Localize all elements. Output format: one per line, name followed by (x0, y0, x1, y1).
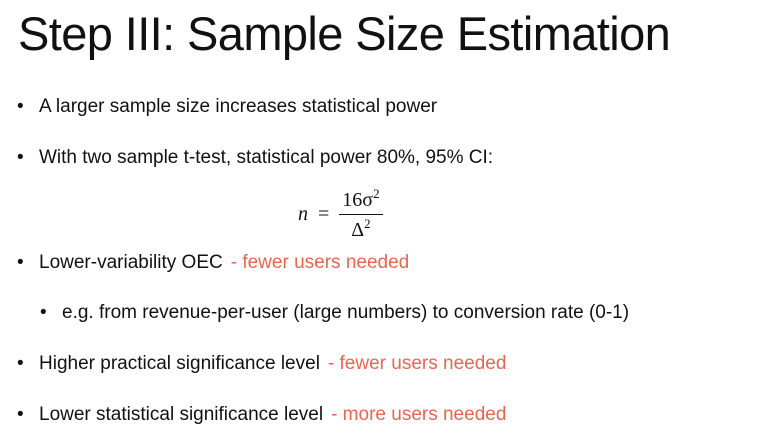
bullet-lower-variability: • Lower-variability OEC - fewer users need… (17, 251, 409, 275)
bullet-dot: • (17, 147, 24, 168)
slide-title: Step III: Sample Size Estimation (18, 7, 671, 60)
bullet-dot: • (40, 302, 47, 323)
bullet-dot: • (17, 96, 24, 117)
formula-lhs: n (298, 202, 308, 225)
bullet-dot: • (17, 353, 24, 374)
bullet-text: e.g. from revenue-per-user (large number… (62, 302, 630, 323)
bullet-practical-significance: • Higher practical significance level - fe… (17, 352, 506, 376)
bullet-text: With two sample t-test, statistical powe… (39, 147, 494, 168)
sample-size-formula: n = 16σ2 Δ2 (298, 186, 383, 242)
bullet-note: - fewer users needed (230, 252, 410, 273)
bullet-dot: • (17, 404, 24, 425)
denominator-exp: 2 (364, 216, 371, 231)
numerator-exp: 2 (373, 186, 380, 201)
bullet-t-test: • With two sample t-test, statistical pow… (17, 146, 493, 170)
sub-bullet-example: • e.g. from revenue-per-user (large numbe… (40, 301, 629, 325)
bullet-note: - more users needed (331, 404, 507, 425)
bullet-note: - fewer users needed (327, 353, 507, 374)
bullet-text: Higher practical significance level (39, 353, 320, 374)
formula-equals: = (318, 202, 330, 225)
formula-denominator: Δ2 (351, 215, 370, 242)
numerator-coef: 16σ (342, 189, 374, 211)
bullet-statistical-significance: • Lower statistical significance level - m… (17, 403, 506, 427)
bullet-dot: • (17, 252, 24, 273)
bullet-text: Lower-variability OEC (39, 252, 223, 273)
bullet-text: A larger sample size increases statistic… (39, 96, 438, 117)
bullet-text: Lower statistical significance level (39, 404, 324, 425)
bullet-larger-sample: • A larger sample size increases statisti… (17, 95, 437, 119)
formula-numerator: 16σ2 (339, 186, 383, 215)
formula-fraction: 16σ2 Δ2 (339, 186, 383, 242)
denominator-base: Δ (351, 219, 365, 241)
